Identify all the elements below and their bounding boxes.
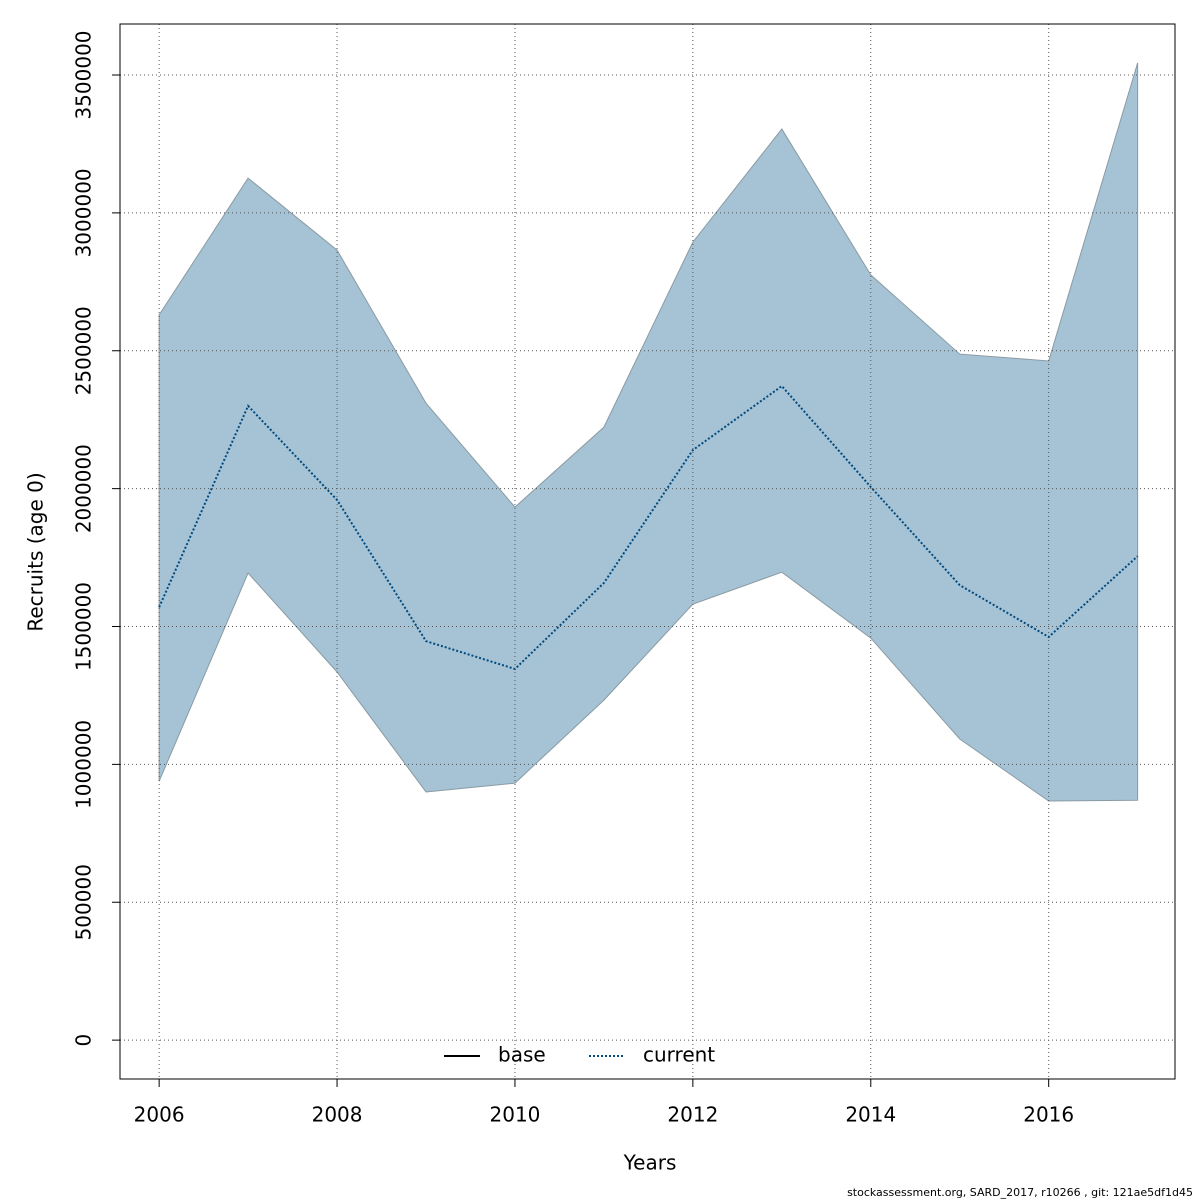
x-tick-label: 2008 xyxy=(312,1103,363,1127)
footer: stockassessment.org, SARD_2017, r10266 ,… xyxy=(847,1186,1193,1199)
series-line xyxy=(158,384,1139,671)
y-tick-label: 3000000 xyxy=(72,168,96,257)
y-axis-label: Recruits (age 0) xyxy=(24,472,48,631)
y-tick-label: 1000000 xyxy=(72,720,96,809)
plot-frame xyxy=(119,23,1176,1080)
x-tick-label: 2012 xyxy=(667,1103,718,1127)
y-tick-label: 500000 xyxy=(72,864,96,940)
y-tick-label: 2000000 xyxy=(72,444,96,533)
confidence-band xyxy=(158,62,1139,802)
legend-label: base xyxy=(498,1043,546,1067)
y-tick-label: 2500000 xyxy=(72,306,96,395)
x-tick-label: 2016 xyxy=(1023,1103,1074,1127)
y-tick-label: 0 xyxy=(72,1034,96,1047)
x-tick-label: 2010 xyxy=(490,1103,541,1127)
y-tick-label: 3500000 xyxy=(72,30,96,119)
x-tick-label: 2006 xyxy=(134,1103,185,1127)
legend-label: current xyxy=(643,1043,715,1067)
x-tick-label: 2014 xyxy=(845,1103,896,1127)
x-axis-label: Years xyxy=(623,1151,677,1175)
y-tick-label: 1500000 xyxy=(72,582,96,671)
